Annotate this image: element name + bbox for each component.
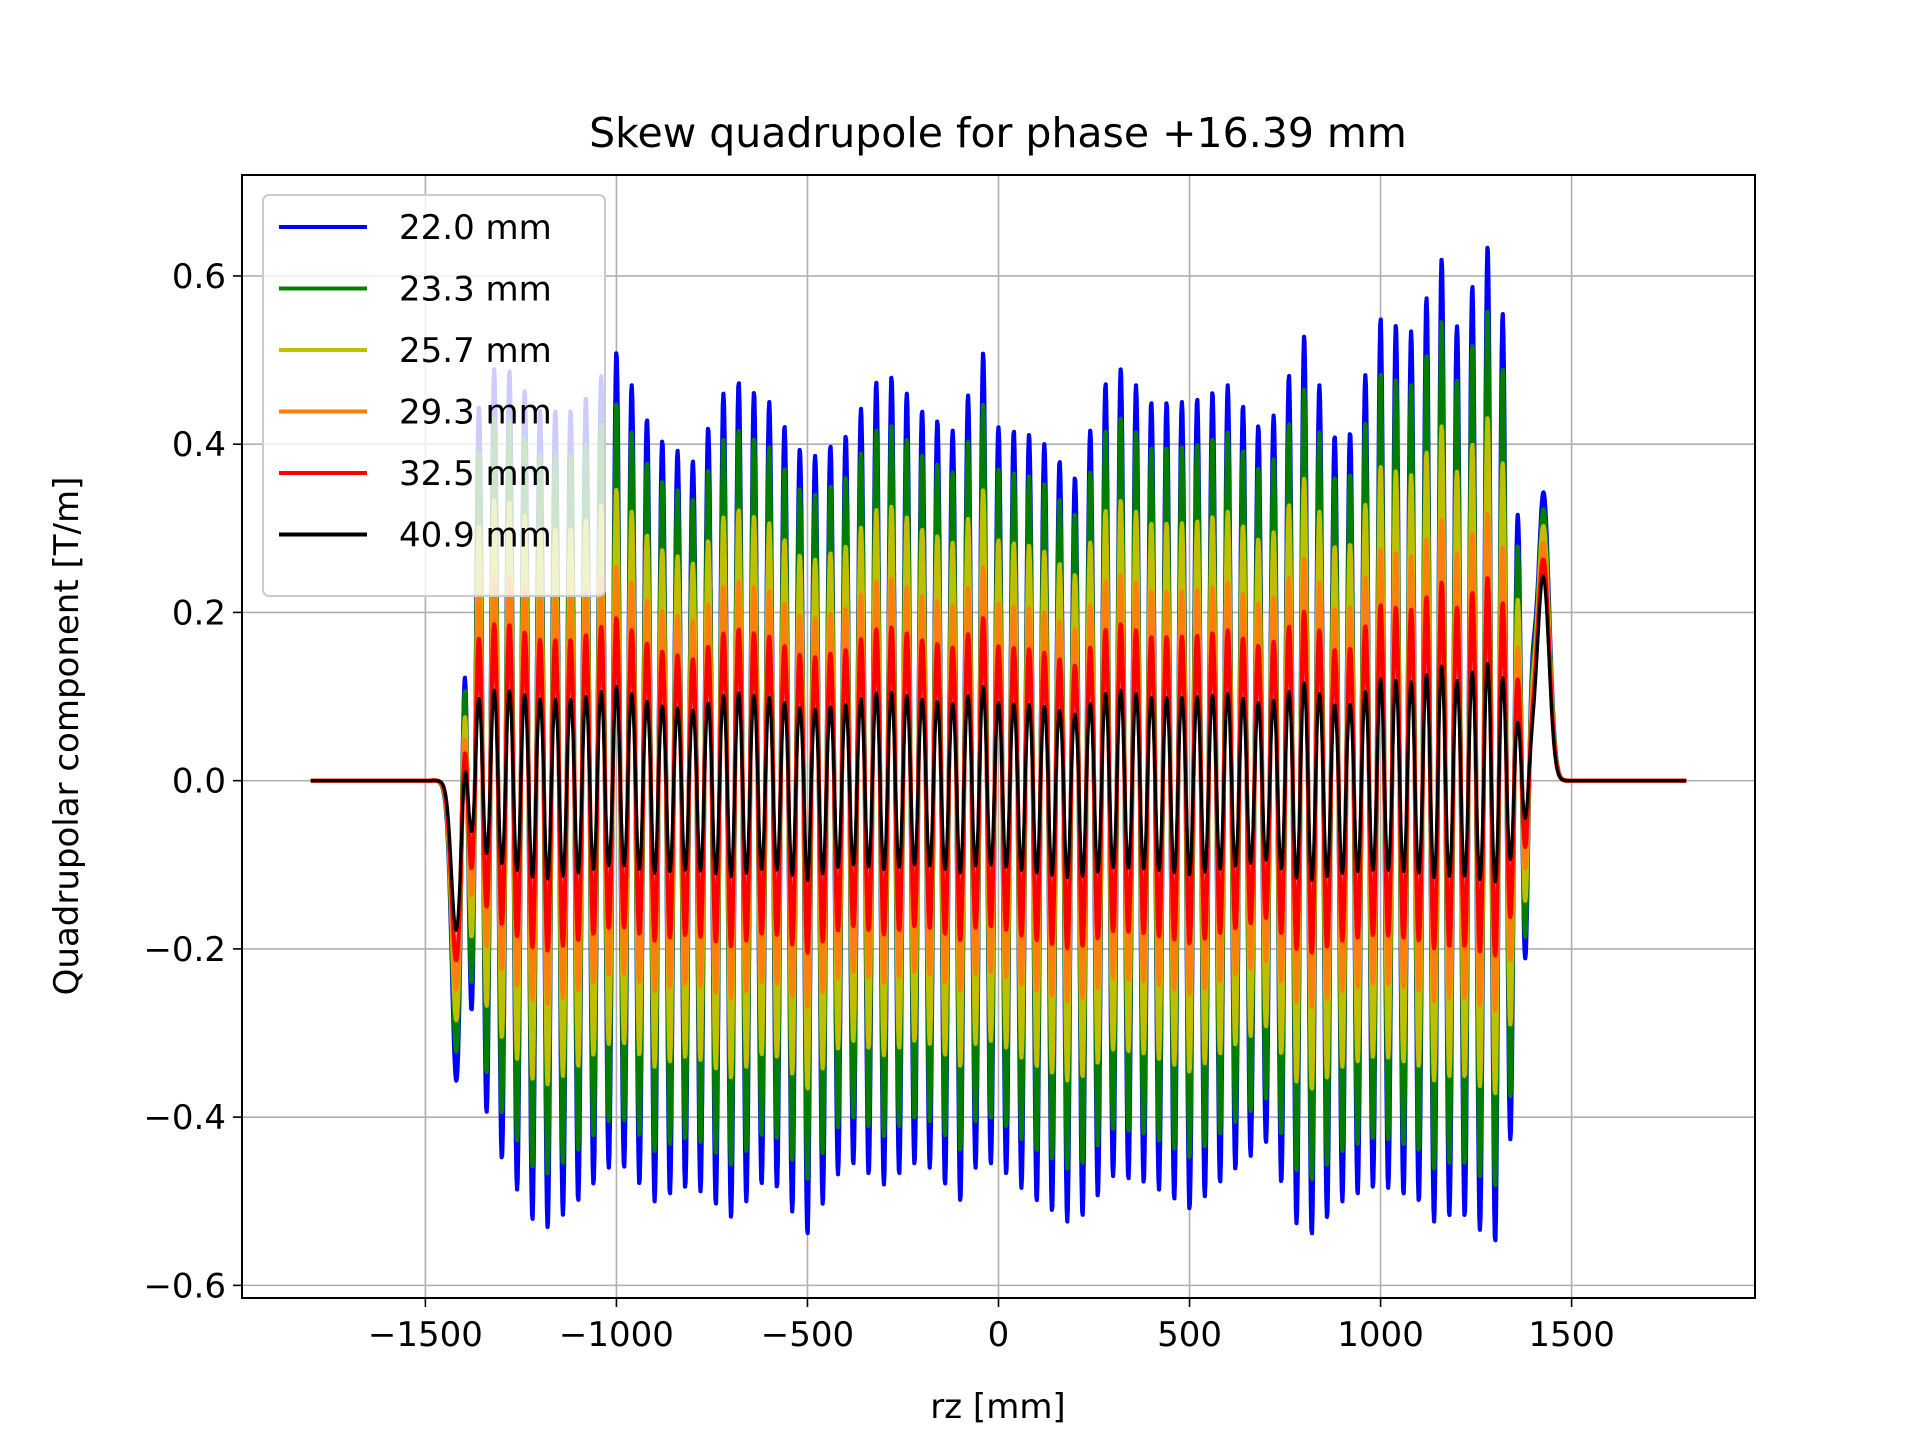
series-line-409 [309,574,1688,932]
y-tick-label: 0.4 [172,425,226,465]
y-tick-label: −0.4 [143,1098,226,1138]
x-axis-label: rz [mm] [930,1387,1065,1427]
x-tick-label: 0 [988,1315,1010,1355]
series-line-325 [309,557,1688,963]
x-tick-label: −1500 [368,1315,483,1355]
x-tick-label: −1000 [559,1315,674,1355]
y-tick-label: 0.6 [172,257,226,297]
y-tick-label: 0.0 [172,762,226,802]
legend-label: 29.3 mm [399,393,552,433]
legend-label: 23.3 mm [399,270,552,310]
legend: 22.0 mm 23.3 mm 25.7 mm 29.3 mm 32.5 mm 40.9 … [262,194,606,597]
grid [242,175,1755,1298]
legend-box [262,194,606,597]
x-tick-label: 500 [1157,1315,1222,1355]
y-tick-label: −0.6 [143,1266,226,1306]
legend-label: 32.5 mm [399,454,552,494]
x-tick-label: 1000 [1337,1315,1424,1355]
legend-label: 40.9 mm [399,516,552,556]
chart-title: Skew quadrupole for phase +16.39 mm [589,109,1407,157]
legend-label: 25.7 mm [399,331,552,371]
x-axis: −1500 −1000 −500 0 500 1000 1500 [368,1298,1615,1355]
y-axis-label: Quadrupolar component [T/m] [47,477,87,996]
y-axis: −0.6 −0.4 −0.2 0.0 0.2 0.4 0.6 [143,257,242,1306]
y-tick-label: −0.2 [143,930,226,970]
legend-label: 22.0 mm [399,208,552,248]
x-tick-label: 1500 [1528,1315,1615,1355]
x-tick-label: −500 [761,1315,854,1355]
y-tick-label: 0.2 [172,593,226,633]
